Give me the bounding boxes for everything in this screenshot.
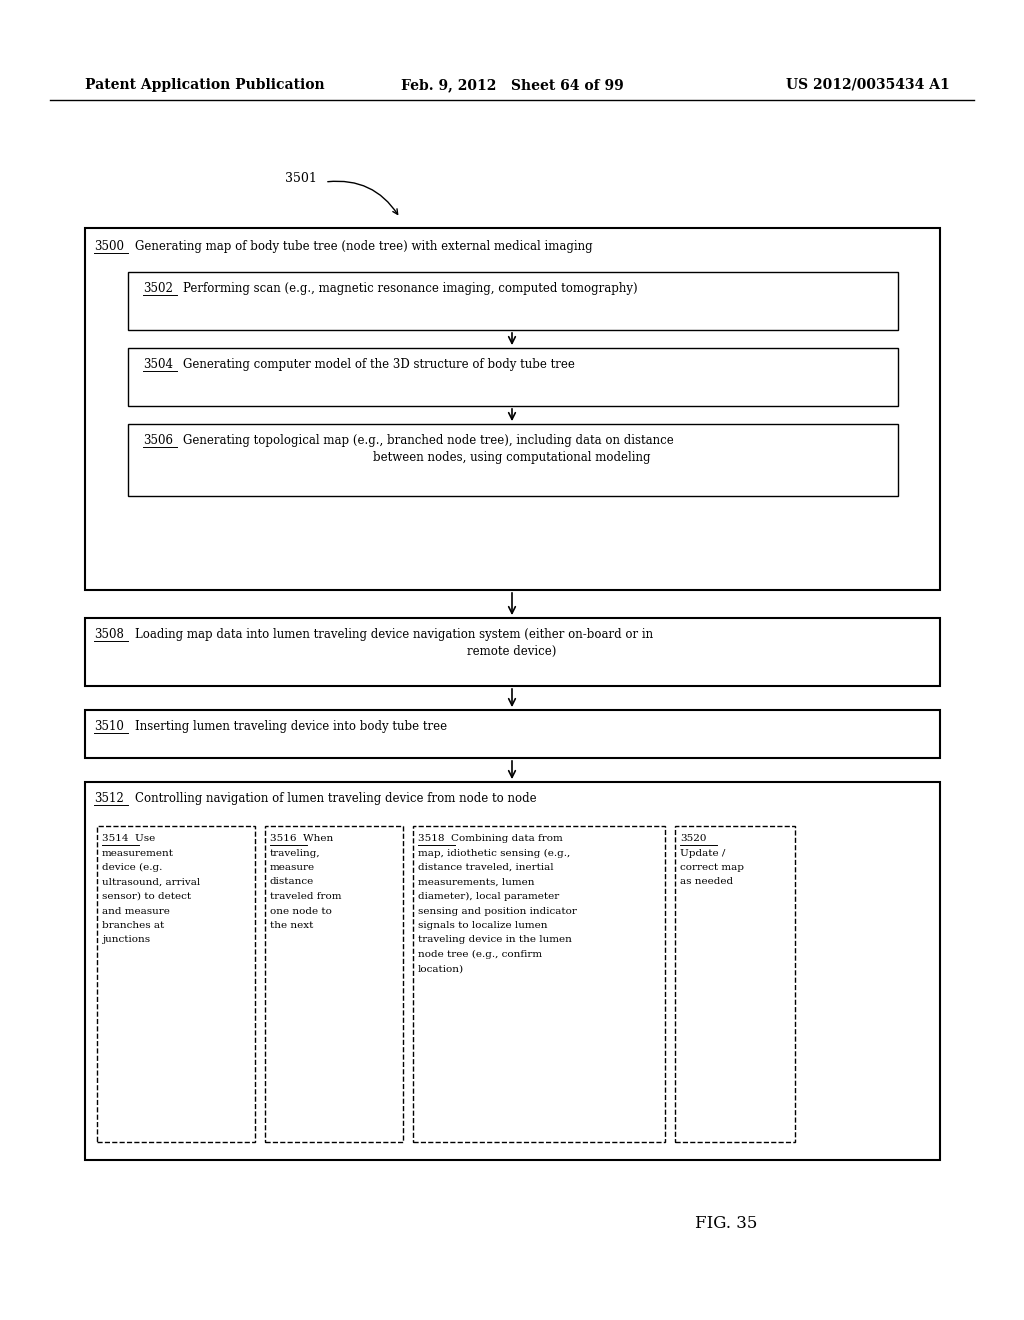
Bar	[85, 781, 940, 1160]
Text: ultrasound, arrival: ultrasound, arrival	[102, 878, 201, 887]
Text: remote device): remote device)	[467, 645, 557, 657]
Text: device (e.g.: device (e.g.	[102, 863, 163, 873]
Text: map, idiothetic sensing (e.g.,: map, idiothetic sensing (e.g.,	[418, 849, 570, 858]
Bar	[85, 618, 940, 686]
Text: the next: the next	[270, 921, 313, 931]
Text: correct map: correct map	[680, 863, 744, 873]
Text: signals to localize lumen: signals to localize lumen	[418, 921, 548, 931]
Text: Update /: Update /	[680, 849, 725, 858]
Text: 3520: 3520	[680, 834, 707, 843]
Text: Generating computer model of the 3D structure of body tube tree: Generating computer model of the 3D stru…	[183, 358, 574, 371]
Text: Generating map of body tube tree (node tree) with external medical imaging: Generating map of body tube tree (node t…	[135, 240, 593, 253]
Bar	[128, 272, 898, 330]
Text: as needed: as needed	[680, 878, 733, 887]
Text: one node to: one node to	[270, 907, 332, 916]
Text: 3502: 3502	[143, 282, 173, 294]
Text: US 2012/0035434 A1: US 2012/0035434 A1	[786, 78, 950, 92]
Text: diameter), local parameter: diameter), local parameter	[418, 892, 559, 902]
Text: 3518  Combining data from: 3518 Combining data from	[418, 834, 563, 843]
Text: location): location)	[418, 965, 464, 974]
Text: node tree (e.g., confirm: node tree (e.g., confirm	[418, 950, 542, 960]
Text: traveling device in the lumen: traveling device in the lumen	[418, 936, 571, 945]
Text: 3510: 3510	[94, 719, 124, 733]
Text: 3504: 3504	[143, 358, 173, 371]
Text: distance traveled, inertial: distance traveled, inertial	[418, 863, 554, 873]
Text: measure: measure	[270, 863, 315, 873]
Bar	[85, 710, 940, 758]
Text: branches at: branches at	[102, 921, 164, 931]
Bar	[85, 228, 940, 590]
Text: Performing scan (e.g., magnetic resonance imaging, computed tomography): Performing scan (e.g., magnetic resonanc…	[183, 282, 638, 294]
Text: 3516  When: 3516 When	[270, 834, 333, 843]
Text: Feb. 9, 2012   Sheet 64 of 99: Feb. 9, 2012 Sheet 64 of 99	[400, 78, 624, 92]
Text: between nodes, using computational modeling: between nodes, using computational model…	[374, 451, 650, 465]
Text: FIG. 35: FIG. 35	[695, 1214, 758, 1232]
Text: traveling,: traveling,	[270, 849, 321, 858]
Text: distance: distance	[270, 878, 314, 887]
Text: 3506: 3506	[143, 434, 173, 447]
Text: Inserting lumen traveling device into body tube tree: Inserting lumen traveling device into bo…	[135, 719, 447, 733]
Text: measurement: measurement	[102, 849, 174, 858]
Text: 3512: 3512	[94, 792, 124, 805]
Bar	[265, 826, 403, 1142]
Text: Controlling navigation of lumen traveling device from node to node: Controlling navigation of lumen travelin…	[135, 792, 537, 805]
Text: Generating topological map (e.g., branched node tree), including data on distanc: Generating topological map (e.g., branch…	[183, 434, 674, 447]
Bar	[413, 826, 665, 1142]
Bar	[675, 826, 795, 1142]
Bar	[97, 826, 255, 1142]
Bar	[128, 348, 898, 407]
Text: measurements, lumen: measurements, lumen	[418, 878, 535, 887]
Text: 3500: 3500	[94, 240, 124, 253]
Text: Patent Application Publication: Patent Application Publication	[85, 78, 325, 92]
Text: traveled from: traveled from	[270, 892, 341, 902]
Text: sensor) to detect: sensor) to detect	[102, 892, 191, 902]
FancyArrowPatch shape	[328, 181, 397, 214]
Text: sensing and position indicator: sensing and position indicator	[418, 907, 577, 916]
Text: Loading map data into lumen traveling device navigation system (either on-board : Loading map data into lumen traveling de…	[135, 628, 653, 642]
Text: and measure: and measure	[102, 907, 170, 916]
Text: 3501: 3501	[285, 172, 316, 185]
Text: 3508: 3508	[94, 628, 124, 642]
Text: 3514  Use: 3514 Use	[102, 834, 156, 843]
Bar	[128, 424, 898, 496]
Text: junctions: junctions	[102, 936, 151, 945]
